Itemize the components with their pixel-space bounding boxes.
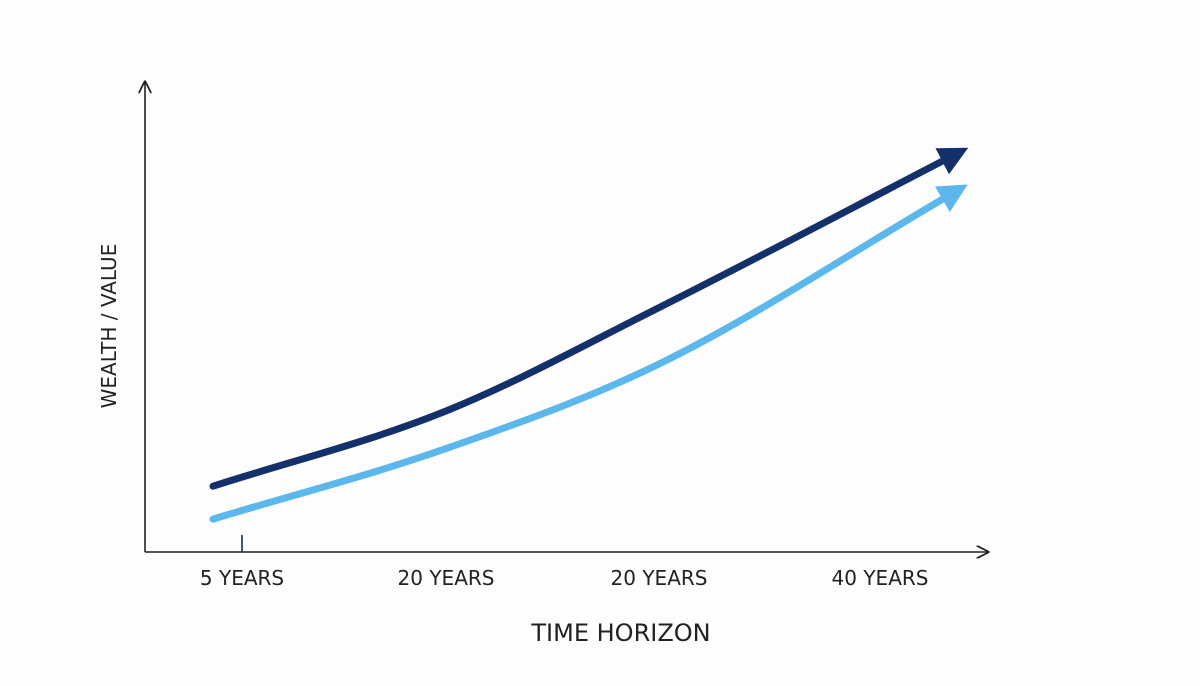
x-axis-title: TIME HORIZON — [530, 619, 710, 647]
series-line-1 — [209, 147, 969, 490]
y-axis-title: WEALTH / VALUE — [97, 244, 121, 409]
x-tick-label: 40 YEARS — [832, 566, 929, 590]
x-tick-label: 20 YEARS — [611, 566, 708, 590]
x-tick-label: 20 YEARS — [398, 566, 495, 590]
x-tick-label: 5 YEARS — [200, 566, 284, 590]
series-group — [209, 147, 969, 523]
series-line-2 — [209, 184, 968, 523]
x-tick-labels: 5 YEARS 20 YEARS 20 YEARS 40 YEARS — [200, 566, 929, 590]
